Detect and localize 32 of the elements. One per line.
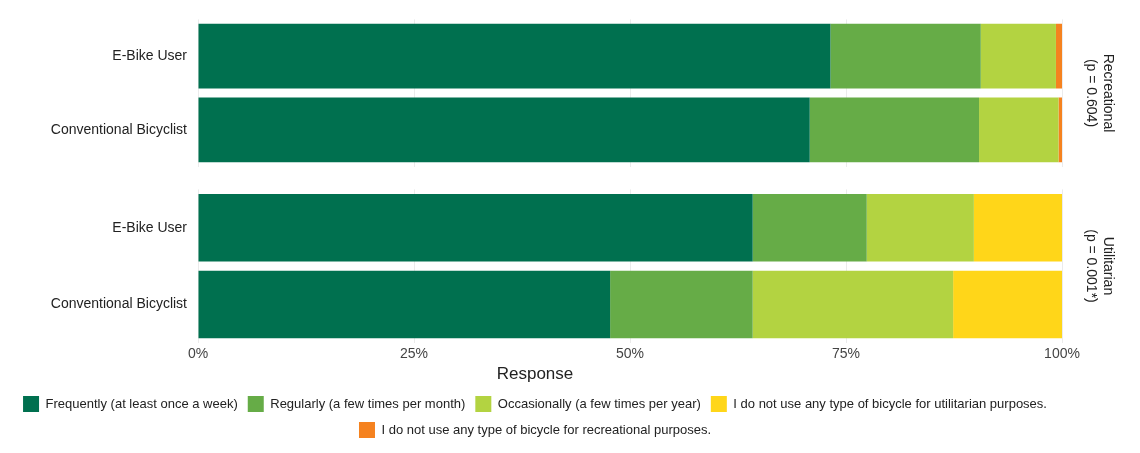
x-tick-label: 0% bbox=[187, 345, 209, 362]
bar bbox=[980, 23, 1056, 89]
legend-label: Frequently (at least once a week) bbox=[45, 395, 238, 411]
bar bbox=[1055, 23, 1062, 89]
bar bbox=[198, 97, 810, 163]
legend-title: Response bbox=[496, 363, 574, 383]
bar bbox=[866, 194, 974, 262]
bar bbox=[830, 23, 981, 89]
bar bbox=[752, 194, 867, 262]
legend-label: Regularly (a few times per month) bbox=[270, 395, 466, 411]
bar bbox=[953, 270, 1062, 339]
y-tick-label: Conventional Bicyclist bbox=[50, 295, 188, 312]
bar bbox=[752, 270, 954, 339]
bar bbox=[198, 23, 831, 89]
bar bbox=[610, 270, 753, 339]
legend-label: Occasionally (a few times per year) bbox=[497, 395, 701, 411]
bar bbox=[973, 194, 1062, 262]
y-tick-label: E-Bike User bbox=[112, 218, 188, 235]
bar bbox=[198, 194, 753, 262]
bar bbox=[809, 97, 980, 163]
y-tick-label: Conventional Bicyclist bbox=[50, 120, 188, 137]
x-tick-label: 100% bbox=[1044, 345, 1080, 362]
bar bbox=[979, 97, 1059, 163]
text: Utilitarian (p = 0.001*) bbox=[1083, 229, 1117, 303]
x-tick-label: 75% bbox=[831, 345, 861, 362]
legend-label: I do not use any type of bicycle for utilitarian purposes. bbox=[733, 395, 1047, 411]
bar bbox=[198, 270, 611, 339]
y-tick-label: E-Bike User bbox=[112, 47, 188, 64]
legend-label: I do not use any type of bicycle for recreational purposes. bbox=[381, 421, 712, 437]
x-tick-label: 25% bbox=[399, 345, 429, 362]
x-tick-label: 50% bbox=[615, 345, 645, 362]
text: Recreational (p = 0.604) bbox=[1083, 53, 1117, 133]
